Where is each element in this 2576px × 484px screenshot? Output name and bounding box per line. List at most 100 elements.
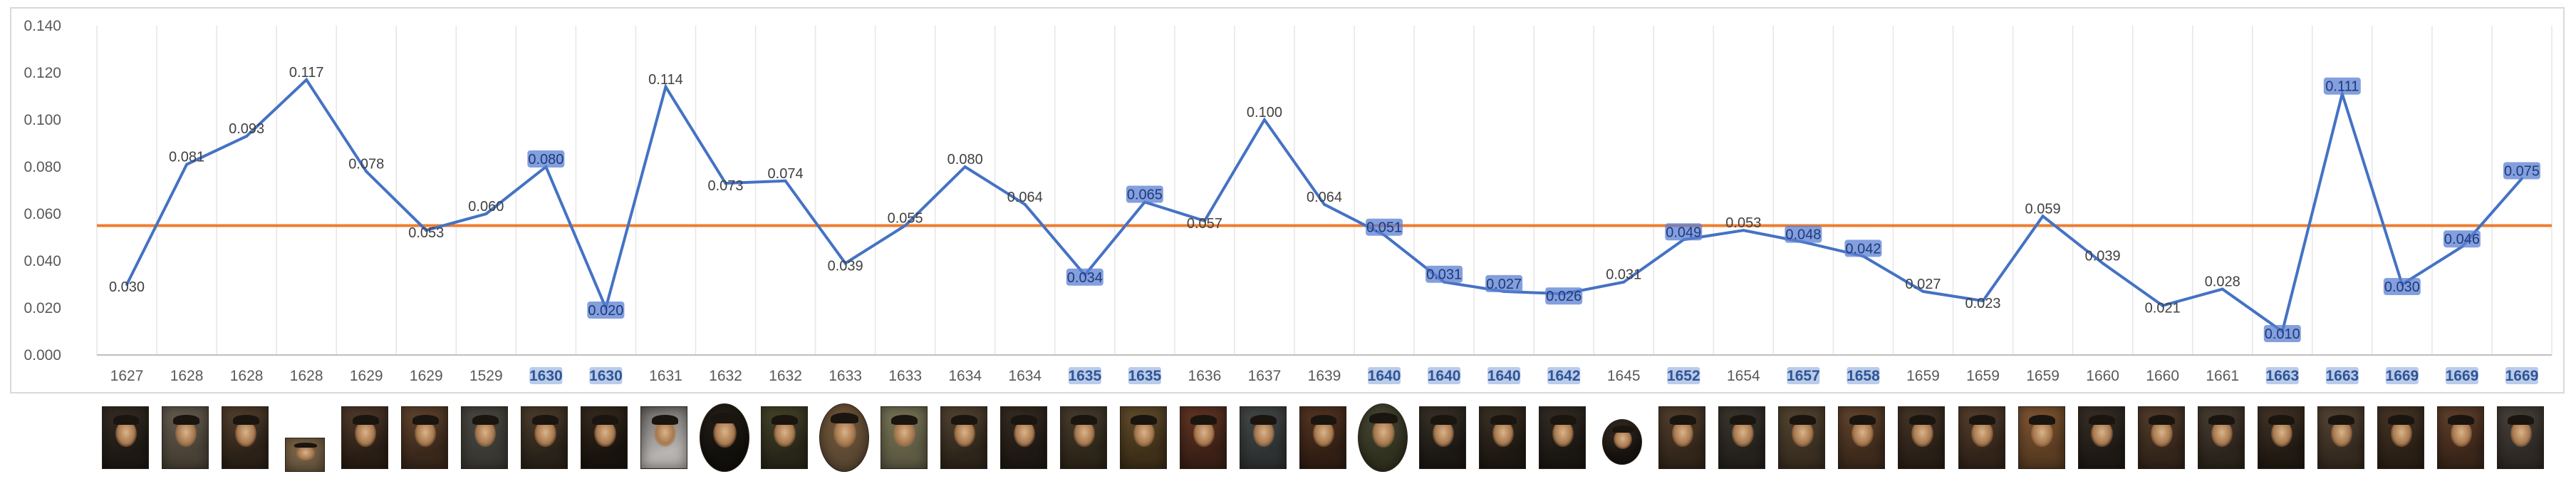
data-label: 0.057	[1187, 216, 1222, 232]
portrait-thumbnail	[1602, 419, 1643, 465]
x-tick-highlight	[1128, 367, 1161, 384]
x-tick-label: 1627	[110, 368, 144, 384]
x-tick-highlight	[2505, 367, 2538, 384]
x-tick-highlight	[1428, 367, 1461, 384]
x-tick-highlight	[1068, 367, 1101, 384]
data-point	[1921, 289, 1925, 293]
portrait-face	[1073, 421, 1095, 448]
data-point	[1323, 202, 1326, 206]
portrait-thumbnail	[1299, 406, 1346, 469]
x-tick-highlight	[1847, 367, 1880, 384]
portrait-hat	[1430, 414, 1457, 425]
portrait-thumbnail	[285, 438, 326, 472]
portrait-hat	[951, 414, 978, 425]
data-label-highlight	[1425, 265, 1463, 283]
data-point	[2101, 262, 2104, 265]
data-label-highlight	[587, 302, 625, 319]
portrait-face	[1492, 421, 1515, 448]
data-point	[1203, 219, 1206, 222]
portrait-face	[1792, 421, 1814, 448]
portrait-thumbnail	[162, 406, 209, 469]
data-label: 0.093	[229, 121, 264, 137]
data-point	[664, 85, 668, 88]
x-tick-label: 1637	[1248, 368, 1282, 384]
data-label: 0.064	[1007, 190, 1043, 205]
data-point	[365, 170, 368, 173]
portrait-hat	[2149, 414, 2176, 425]
x-tick-label: 1631	[649, 368, 682, 384]
portrait-thumbnail	[2436, 406, 2484, 469]
data-label: 0.051	[1366, 220, 1402, 236]
portrait-face	[774, 421, 796, 448]
portrait-face	[1013, 421, 1035, 448]
portrait-thumbnail	[401, 406, 449, 469]
data-label: 0.053	[408, 225, 444, 241]
portrait-hat	[1131, 414, 1158, 425]
portrait-thumbnail	[341, 406, 389, 469]
portrait-face	[654, 421, 676, 448]
x-tick-highlight	[1547, 367, 1581, 384]
x-tick-label: 1630	[589, 368, 623, 384]
y-tick-label: 0.020	[24, 300, 61, 316]
portrait-face	[1672, 421, 1694, 448]
data-label: 0.030	[109, 279, 145, 295]
y-tick-label: 0.060	[24, 206, 61, 222]
portrait-hat	[1549, 414, 1577, 425]
data-point	[185, 163, 189, 166]
portrait-hat	[412, 414, 439, 425]
portrait-thumbnail	[102, 406, 150, 469]
portrait-hat	[1011, 414, 1038, 425]
data-label: 0.034	[1067, 270, 1103, 286]
x-tick-label: 1628	[170, 368, 204, 384]
portrait-face	[1193, 421, 1215, 448]
x-tick-highlight	[589, 367, 623, 384]
x-tick-highlight	[2325, 367, 2359, 384]
portrait-thumbnail	[819, 403, 869, 472]
portrait-face	[175, 421, 197, 448]
x-tick-label: 1669	[2505, 368, 2539, 384]
x-tick-label: 1628	[230, 368, 264, 384]
data-label: 0.039	[828, 258, 863, 274]
data-label-highlight	[2323, 77, 2361, 95]
x-tick-label: 1633	[829, 368, 862, 384]
data-point	[2161, 304, 2164, 307]
data-label-highlight	[1066, 268, 1103, 286]
portrait-thumbnail	[1838, 406, 1886, 469]
portrait-hat	[2328, 414, 2355, 425]
x-tick-label: 1639	[1308, 368, 1341, 384]
portrait-thumbnail	[880, 406, 928, 469]
data-label: 0.100	[1247, 105, 1282, 120]
x-tick-label: 1629	[350, 368, 383, 384]
portrait-thumbnail	[1239, 406, 1287, 469]
portrait-face	[2330, 421, 2352, 448]
portrait-hat	[1190, 414, 1217, 425]
portrait-face	[594, 421, 616, 448]
data-point	[2221, 287, 2224, 291]
portrait-face	[296, 446, 316, 460]
data-point	[1981, 299, 1985, 303]
portrait-thumbnail	[1539, 406, 1586, 469]
x-tick-label: 1634	[948, 368, 982, 384]
portrait-face	[1971, 421, 1993, 448]
portrait-face	[1371, 419, 1396, 448]
portrait-hat	[1310, 414, 1337, 425]
portrait-face	[534, 421, 556, 448]
data-label: 0.048	[1785, 227, 1821, 243]
data-label: 0.065	[1127, 187, 1163, 203]
portrait-hat	[2388, 414, 2415, 425]
y-tick-label: 0.080	[24, 159, 61, 175]
data-label-highlight	[1485, 274, 1523, 292]
data-point	[1622, 280, 1626, 284]
data-label: 0.031	[1606, 267, 1641, 283]
portrait-thumbnail	[1958, 406, 2005, 469]
portrait-thumbnail	[1358, 403, 1408, 472]
portrait-thumbnail	[461, 406, 509, 469]
data-label-highlight	[2383, 278, 2421, 295]
data-label: 0.080	[947, 152, 983, 168]
portrait-face	[953, 421, 975, 448]
data-label: 0.023	[1965, 296, 2001, 311]
portrait-face	[1732, 421, 1754, 448]
data-label-highlight	[1366, 218, 1403, 236]
portrait-hat	[1071, 414, 1098, 425]
portrait-hat	[1849, 414, 1876, 425]
